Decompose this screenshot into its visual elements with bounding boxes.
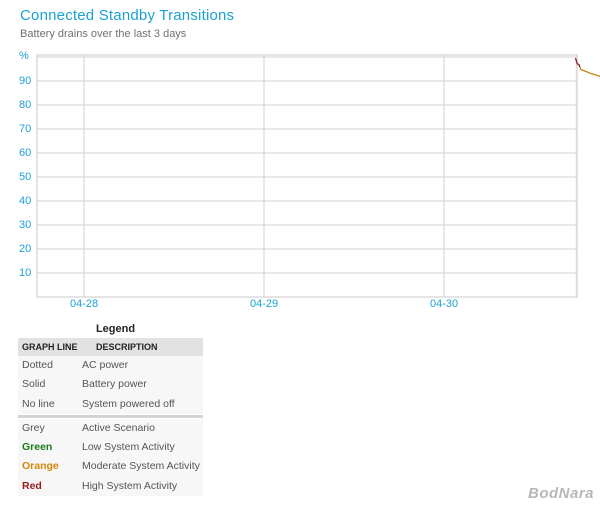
y-tick-label: 10 (19, 267, 32, 279)
legend-line-row-key: Dotted (22, 359, 53, 371)
active-region (575, 55, 577, 297)
legend-color-row-key: Orange (22, 460, 59, 473)
legend-color-row-description: Low System Activity (82, 441, 175, 454)
legend-line-row: No line System powered off (18, 394, 203, 414)
legend-color-row-key: Grey (22, 421, 45, 434)
x-tick-label: 04-30 (430, 298, 459, 310)
legend-title: Legend (95, 323, 136, 335)
legend-line-row-description: Battery power (82, 378, 147, 391)
legend-header: GRAPH LINE DESCRIPTION (18, 338, 203, 356)
x-tick-label: 04-28 (70, 298, 99, 310)
legend-color-row: Green Low System Activity (18, 438, 203, 458)
legend-line-row: Solid Battery power (18, 375, 203, 395)
y-tick-label: 40 (19, 195, 32, 207)
y-axis-label: % (19, 50, 29, 62)
legend: Legend GRAPH LINE DESCRIPTION Dotted AC p… (18, 320, 203, 497)
battery-chart (36, 54, 600, 298)
y-tick-label: 60 (19, 147, 32, 159)
y-tick-label: 30 (19, 219, 32, 231)
legend-color-row-description: High System Activity (82, 479, 178, 492)
legend-color-row: Red High System Activity (18, 476, 203, 497)
legend-color-row-description: Active Scenario (82, 421, 155, 434)
legend-line-row-description: System powered off (82, 397, 175, 410)
legend-header-graph-line: GRAPH LINE (22, 342, 78, 352)
x-tick-label: 04-29 (250, 298, 279, 310)
legend-color-row: Grey Active Scenario (18, 418, 203, 439)
chart-subtitle: Battery drains over the last 3 days (20, 28, 187, 40)
y-tick-label: 90 (19, 75, 32, 87)
plot-border (36, 54, 578, 298)
legend-separator (18, 414, 203, 418)
y-tick-label: 70 (19, 123, 32, 135)
legend-color-row-description: Moderate System Activity (82, 460, 200, 473)
y-tick-label: 20 (19, 243, 32, 255)
chart-title: Connected Standby Transitions (20, 7, 235, 24)
y-tick-label: 80 (19, 99, 32, 111)
watermark-logo: BodNara (527, 485, 594, 502)
legend-color-row: Orange Moderate System Activity (18, 457, 203, 477)
y-tick-label: 50 (19, 171, 32, 183)
legend-line-row: Dotted AC power (18, 356, 203, 376)
legend-line-row-description: AC power (82, 359, 129, 371)
legend-line-row-key: No line (22, 397, 55, 410)
legend-color-row-key: Red (22, 479, 42, 492)
legend-header-description: DESCRIPTION (96, 342, 158, 352)
series-line-0 (574, 57, 581, 68)
legend-color-row-key: Green (22, 441, 53, 454)
series-line-1 (579, 66, 600, 77)
legend-line-row-key: Solid (22, 378, 46, 391)
